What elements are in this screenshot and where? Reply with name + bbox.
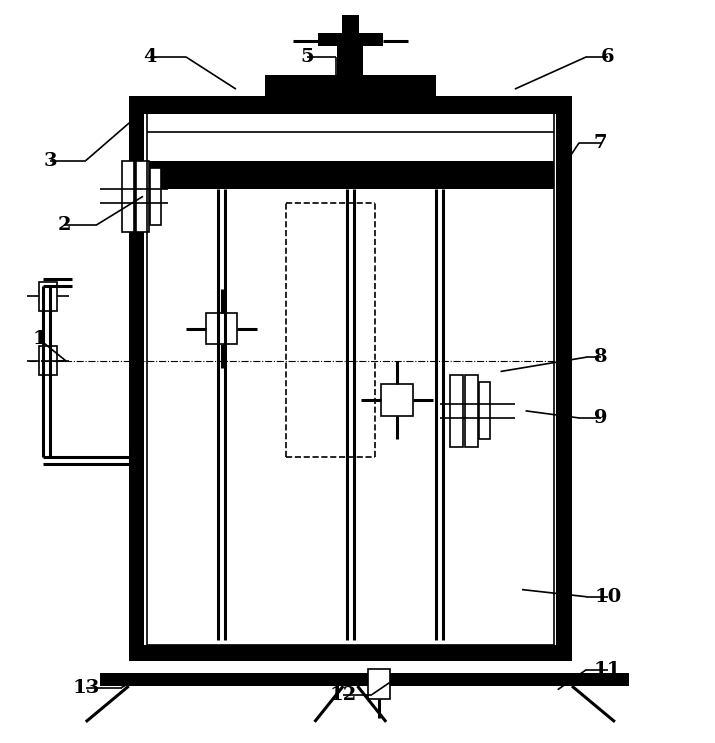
Text: 11: 11 (594, 661, 621, 678)
Bar (556, 100, 572, 658)
Bar (206, 313, 237, 344)
Bar (150, 168, 161, 225)
Bar (342, 16, 359, 33)
Bar (368, 669, 390, 699)
Bar (465, 375, 478, 447)
Text: 12: 12 (330, 686, 357, 704)
Text: 7: 7 (594, 134, 607, 152)
Bar (129, 646, 572, 661)
Bar (39, 346, 57, 375)
Bar (136, 160, 149, 232)
Bar (318, 33, 383, 46)
Text: 5: 5 (300, 48, 315, 66)
Text: 1: 1 (32, 331, 46, 348)
Text: 4: 4 (144, 48, 157, 66)
Bar (265, 75, 436, 100)
Text: 3: 3 (43, 152, 57, 169)
Text: 8: 8 (594, 348, 607, 366)
Text: 9: 9 (594, 409, 607, 427)
Bar (39, 282, 57, 311)
Text: 13: 13 (72, 678, 99, 696)
Bar (147, 160, 554, 189)
Text: 2: 2 (58, 216, 71, 234)
Bar (100, 673, 629, 686)
Text: 6: 6 (601, 48, 615, 66)
Bar (337, 36, 363, 75)
Bar (381, 384, 413, 416)
Text: 10: 10 (594, 588, 621, 606)
Bar (122, 160, 134, 232)
Bar (129, 97, 572, 114)
Bar (450, 375, 463, 447)
Bar (129, 100, 144, 658)
Bar (479, 382, 490, 439)
